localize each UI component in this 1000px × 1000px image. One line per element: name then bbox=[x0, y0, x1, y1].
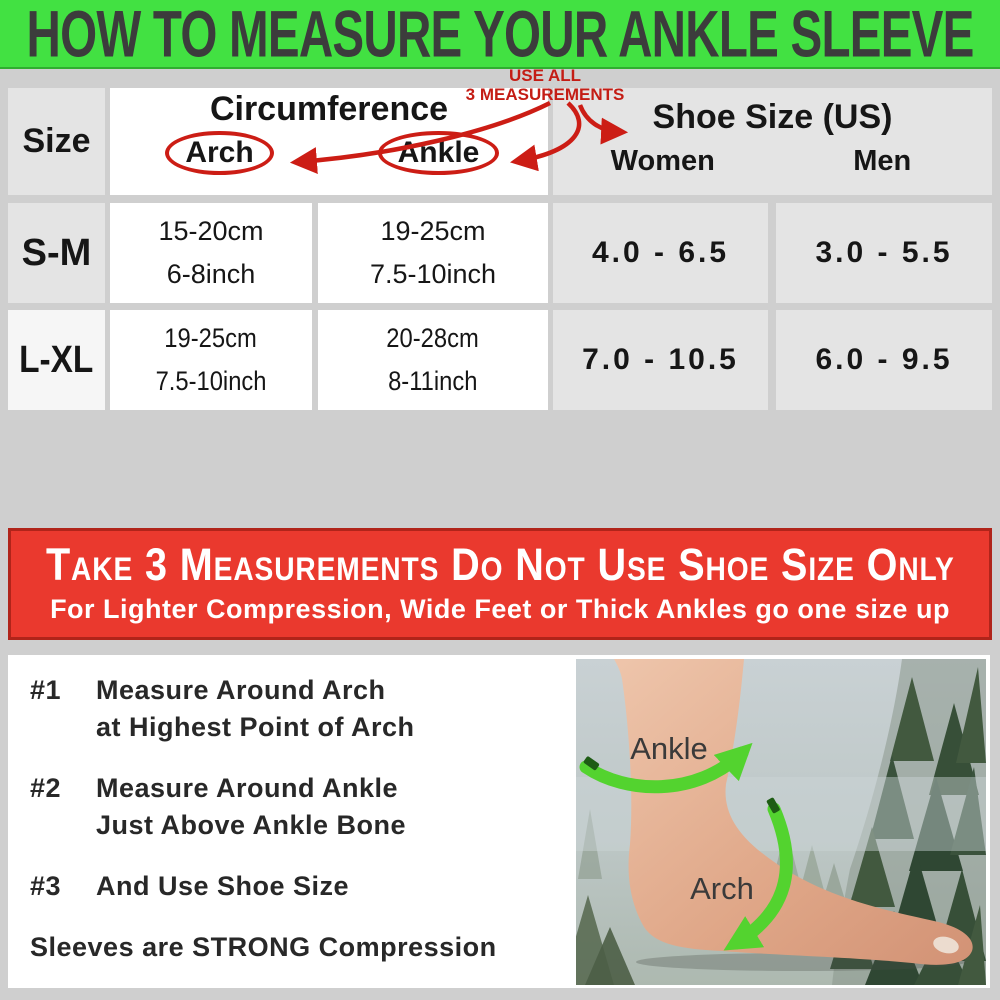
instruction-item: #1 Measure Around Arch at Highest Point … bbox=[30, 672, 575, 746]
circumference-header-label: Circumference bbox=[209, 90, 449, 128]
instruction-text: Measure Around Ankle bbox=[96, 773, 399, 803]
arch-inch-value: 7.5-10inch bbox=[155, 366, 267, 397]
instruction-number: #2 bbox=[30, 773, 62, 803]
arch-header-label: Arch bbox=[165, 131, 274, 175]
ankle-header-label: Ankle bbox=[377, 131, 500, 175]
table-row-lxl-size: L-XL bbox=[8, 310, 105, 410]
instruction-item: #3 And Use Shoe Size bbox=[30, 868, 575, 905]
women-shoe-size-value: 7.0 - 10.5 bbox=[582, 343, 739, 376]
arch-inch-value: 6-8inch bbox=[166, 259, 256, 290]
instructions-list: #1 Measure Around Arch at Highest Point … bbox=[30, 672, 575, 966]
tape-end-icon bbox=[766, 797, 780, 814]
table-row-lxl-women: 7.0 - 10.5 bbox=[553, 310, 768, 410]
circumference-subheaders: Arch Ankle bbox=[110, 131, 548, 175]
arch-cm-value: 15-20cm bbox=[158, 215, 264, 246]
column-header-circumference: Circumference Arch Ankle bbox=[110, 88, 548, 195]
table-row-sm-size: S-M bbox=[8, 203, 105, 303]
ankle-inch-value: 8-11inch bbox=[388, 366, 478, 397]
shoe-size-header-label: Shoe Size (US) bbox=[652, 98, 893, 136]
women-shoe-size-value: 4.0 - 6.5 bbox=[591, 236, 730, 269]
measurement-arrows bbox=[579, 742, 793, 951]
table-row-sm-men: 3.0 - 5.5 bbox=[776, 203, 992, 303]
title-band: HOW TO MEASURE YOUR ANKLE SLEEVE bbox=[0, 0, 1000, 71]
arch-measure-arrow-icon bbox=[723, 802, 793, 951]
leg-and-foot bbox=[614, 659, 973, 965]
ankle-measure-arrow-icon bbox=[579, 742, 753, 794]
ankle-inch-value: 7.5-10inch bbox=[369, 259, 497, 290]
compression-note: Sleeves are STRONG Compression bbox=[30, 932, 497, 962]
instruction-item: #2 Measure Around Ankle Just Above Ankle… bbox=[30, 770, 575, 844]
warning-banner-headline: Take 3 Measurements Do Not Use Shoe Size… bbox=[45, 539, 955, 590]
ankle-cm-value: 19-25cm bbox=[380, 215, 486, 246]
table-row-sm-women: 4.0 - 6.5 bbox=[553, 203, 768, 303]
men-shoe-size-value: 6.0 - 9.5 bbox=[815, 343, 953, 376]
tape-end-icon bbox=[583, 756, 600, 771]
warning-banner: Take 3 Measurements Do Not Use Shoe Size… bbox=[8, 528, 992, 640]
warning-banner-subline: For Lighter Compression, Wide Feet or Th… bbox=[50, 594, 950, 624]
instruction-number: #1 bbox=[30, 675, 62, 705]
size-header-label: Size bbox=[22, 122, 91, 160]
arch-cm-value: 19-25cm bbox=[164, 322, 258, 353]
page-title: HOW TO MEASURE YOUR ANKLE SLEEVE bbox=[26, 0, 974, 71]
men-header-label: Men bbox=[853, 145, 912, 177]
size-value: L-XL bbox=[19, 338, 94, 381]
measurement-note: USE ALL 3 MEASUREMENTS bbox=[420, 66, 670, 104]
ankle-cm-value: 20-28cm bbox=[386, 322, 480, 353]
toenail bbox=[933, 936, 959, 954]
size-value: S-M bbox=[21, 231, 92, 274]
pine-forest bbox=[576, 659, 986, 985]
arch-label: Arch bbox=[690, 871, 754, 906]
foot-photo: Ankle Arch bbox=[576, 659, 986, 985]
men-shoe-size-value: 3.0 - 5.5 bbox=[815, 236, 953, 269]
women-header-label: Women bbox=[610, 145, 715, 177]
ankle-label: Ankle bbox=[630, 731, 708, 766]
column-header-size: Size bbox=[8, 88, 105, 195]
column-header-shoe-size: Shoe Size (US) Women Men bbox=[553, 88, 992, 195]
shoe-size-subheaders: Women Men bbox=[553, 145, 992, 178]
instruction-text: And Use Shoe Size bbox=[96, 871, 350, 901]
instruction-text: at Highest Point of Arch bbox=[96, 712, 415, 742]
table-row-lxl-men: 6.0 - 9.5 bbox=[776, 310, 992, 410]
measurement-note-line1: USE ALL bbox=[508, 66, 582, 85]
instruction-text: Just Above Ankle Bone bbox=[96, 810, 407, 840]
table-row-sm-arch: 15-20cm 6-8inch bbox=[110, 203, 312, 303]
instruction-number: #3 bbox=[30, 871, 62, 901]
foot-photo-illustration: Ankle Arch bbox=[576, 659, 986, 985]
measurement-note-line2: 3 MEASUREMENTS bbox=[465, 85, 625, 104]
instruction-text: Measure Around Arch bbox=[96, 675, 386, 705]
table-row-lxl-arch: 19-25cm 7.5-10inch bbox=[110, 310, 312, 410]
table-row-sm-ankle: 19-25cm 7.5-10inch bbox=[318, 203, 548, 303]
table-row-lxl-ankle: 20-28cm 8-11inch bbox=[318, 310, 548, 410]
